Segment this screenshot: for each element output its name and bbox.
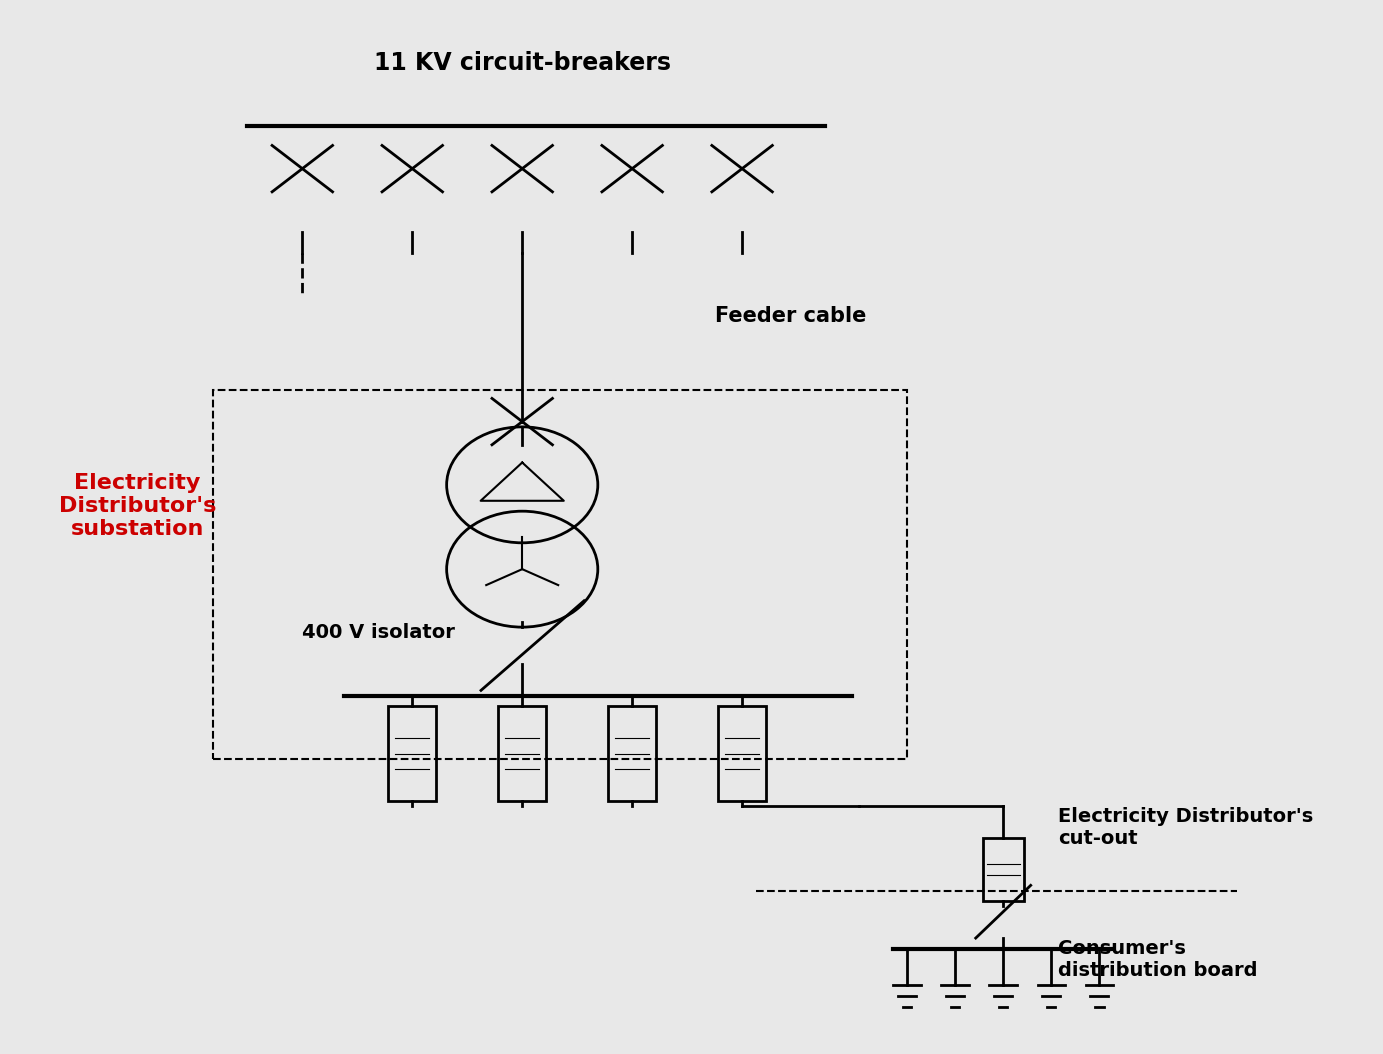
Bar <box>389 706 436 801</box>
Bar <box>718 706 766 801</box>
Text: Electricity Distributor's
cut-out: Electricity Distributor's cut-out <box>1058 807 1314 847</box>
Text: Electricity
Distributor's
substation: Electricity Distributor's substation <box>58 473 216 539</box>
Text: 11 KV circuit-breakers: 11 KV circuit-breakers <box>373 52 671 75</box>
Bar <box>982 838 1023 901</box>
Bar <box>609 706 656 801</box>
Bar <box>213 390 907 759</box>
Text: Feeder cable: Feeder cable <box>715 307 866 326</box>
Text: Consumer's
distribution board: Consumer's distribution board <box>1058 939 1257 979</box>
Text: 400 V isolator: 400 V isolator <box>303 623 455 642</box>
Bar <box>498 706 546 801</box>
